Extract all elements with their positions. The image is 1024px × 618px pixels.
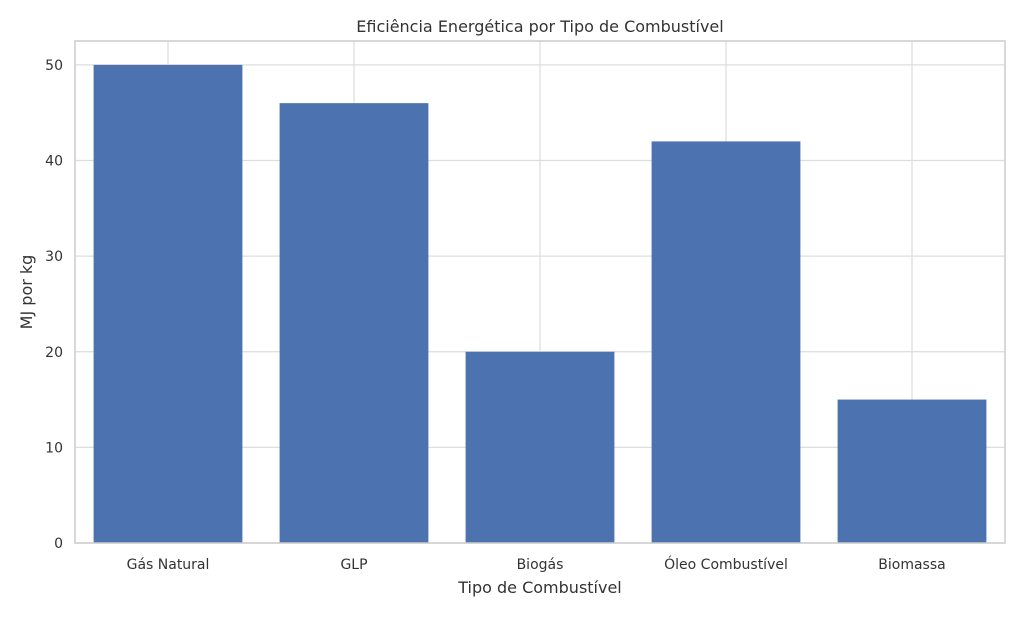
x-tick-label: Gás Natural: [127, 557, 210, 573]
bar-gas-natural: [93, 64, 243, 544]
x-tick-labels: Gás Natural GLP Biogás Óleo Combustível Biom…: [127, 555, 946, 573]
y-tick-label: 10: [45, 440, 63, 456]
y-tick-label: 50: [45, 58, 63, 74]
chart-title: Eficiência Energética por Tipo de Combus…: [356, 17, 723, 36]
bar-biogas: [465, 351, 615, 543]
x-tick-label: GLP: [340, 557, 367, 573]
y-tick-labels: 0 10 20 30 40 50: [45, 58, 63, 552]
plot-frame: [74, 40, 1006, 544]
x-tick-label: Óleo Combustível: [664, 555, 788, 573]
x-tick-label: Biogás: [517, 557, 564, 573]
y-tick-label: 40: [45, 154, 63, 170]
y-tick-label: 0: [54, 536, 63, 552]
bar-glp: [279, 103, 429, 544]
y-tick-label: 20: [45, 345, 63, 361]
x-tick-label: Biomassa: [878, 557, 945, 573]
y-tick-label: 30: [45, 249, 63, 265]
x-axis-label: Tipo de Combustível: [457, 578, 622, 597]
bar-biomassa: [837, 399, 987, 543]
bars: [93, 64, 987, 544]
bar-oleo-combustivel: [651, 141, 801, 543]
y-axis-label: MJ por kg: [17, 255, 36, 330]
